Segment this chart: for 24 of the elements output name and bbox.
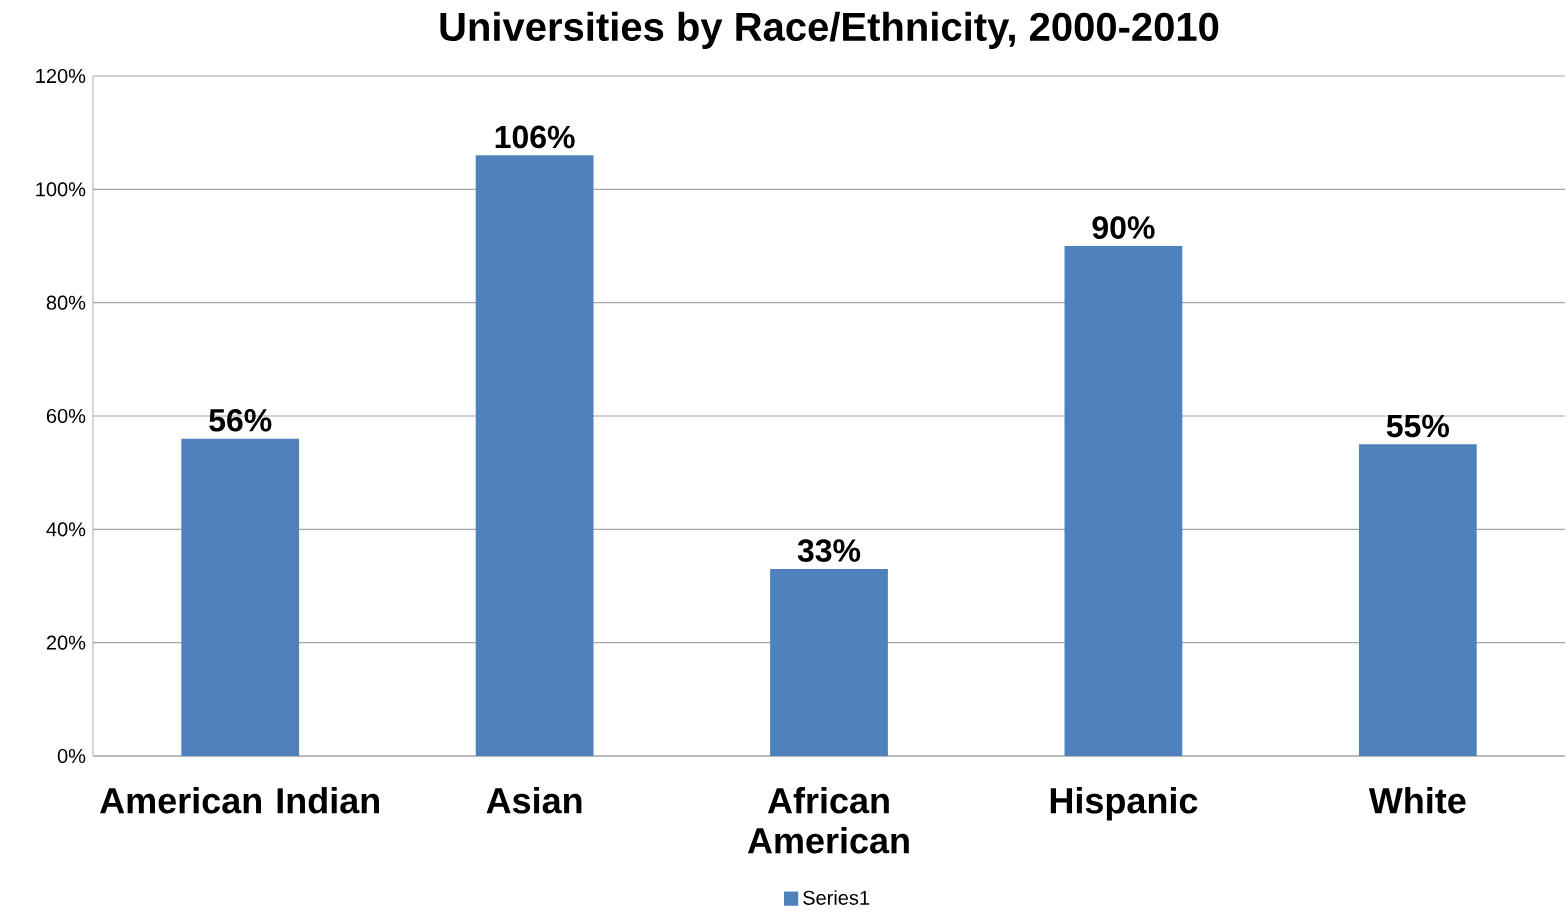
legend-label: Series1 (803, 890, 870, 905)
bar (475, 155, 594, 756)
y-tick-label: 20% (46, 635, 86, 650)
x-tick-label: Asian (486, 787, 582, 814)
data-label: 56% (209, 408, 272, 432)
y-tick-label: 80% (46, 295, 86, 310)
bar (181, 438, 300, 756)
y-tick-label: 40% (46, 522, 86, 537)
data-label: 33% (797, 539, 861, 562)
x-tick-label: African American (747, 787, 909, 854)
data-label: 106% (495, 125, 575, 149)
y-tick-label: 0% (57, 748, 86, 764)
bar (770, 569, 888, 756)
y-tick-label: 100% (36, 182, 86, 197)
x-tick-label: Hispanic (1050, 787, 1198, 821)
x-tick-label: White (1368, 787, 1466, 814)
data-label: 90% (1092, 216, 1155, 239)
data-label: 55% (1386, 414, 1449, 438)
chart-title: Universities by Race/Ethnicity, 2000-2010 (440, 11, 1219, 49)
bar (1064, 246, 1183, 756)
y-tick-label: 60% (46, 408, 86, 424)
bar (1358, 444, 1477, 756)
x-tick-label: American Indian (100, 787, 379, 814)
y-tick-label: 120% (36, 68, 86, 84)
